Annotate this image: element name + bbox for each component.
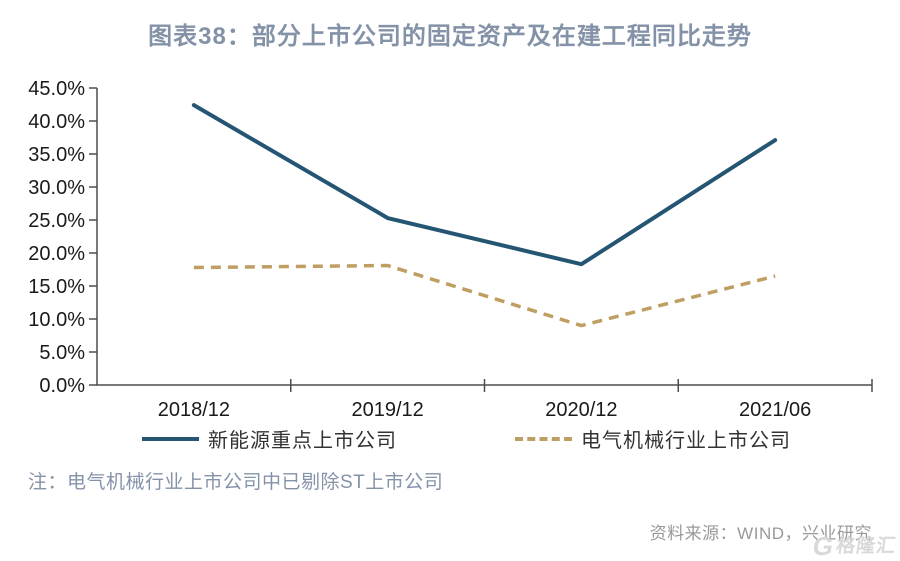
gelonghui-watermark: G 格隆汇 xyxy=(810,531,898,561)
x-axis-tick-label: 2019/12 xyxy=(351,399,423,420)
data-source: 资料来源：WIND，兴业研究 xyxy=(649,524,872,543)
gelonghui-logo-icon: G xyxy=(810,531,836,561)
series-line-dashed xyxy=(193,263,776,328)
legend-line-dashed-icon xyxy=(515,436,572,441)
x-axis-tick-label: 2021/06 xyxy=(739,399,811,420)
legend-item-electrical-machinery: 电气机械行业上市公司 xyxy=(515,424,791,453)
y-axis-tick-label: 5.0% xyxy=(39,342,85,364)
legend-item-new-energy: 新能源重点上市公司 xyxy=(142,424,397,453)
y-axis-tick-label: 40.0% xyxy=(28,111,85,133)
axis-lines xyxy=(96,88,872,386)
x-axis-tick-label: 2020/12 xyxy=(545,399,617,420)
chart-title: 图表38：部分上市公司的固定资产及在建工程同比走势 xyxy=(148,23,752,50)
chart-legend: 新能源重点上市公司 电气机械行业上市公司 xyxy=(142,424,791,453)
y-axis-tick-label: 30.0% xyxy=(28,177,85,199)
y-axis-tick-label: 15.0% xyxy=(28,276,85,298)
y-axis-tick-label: 10.0% xyxy=(28,309,85,331)
legend-label-new-energy: 新能源重点上市公司 xyxy=(208,430,397,452)
y-axis-tick-label: 0.0% xyxy=(39,375,85,397)
y-axis-tick-label: 35.0% xyxy=(28,144,85,166)
x-axis-tick-label: 2018/12 xyxy=(158,399,230,420)
gelonghui-logo-text: 格隆汇 xyxy=(834,535,898,557)
footnote: 注：电气机械行业上市公司中已剔除ST上市公司 xyxy=(28,472,444,493)
series-line-solid xyxy=(191,103,778,267)
line-chart: 0.0% 5.0% 10.0% 15.0% 20.0% 25.0% 30.0% 35.0% 40… xyxy=(28,78,873,420)
legend-line-solid-icon xyxy=(142,436,199,441)
y-axis-tick-label: 45.0% xyxy=(28,78,85,100)
legend-label-electrical-machinery: 电气机械行业上市公司 xyxy=(581,430,791,452)
y-axis-tick-label: 25.0% xyxy=(28,210,85,232)
y-axis-tick-label: 20.0% xyxy=(28,243,85,265)
